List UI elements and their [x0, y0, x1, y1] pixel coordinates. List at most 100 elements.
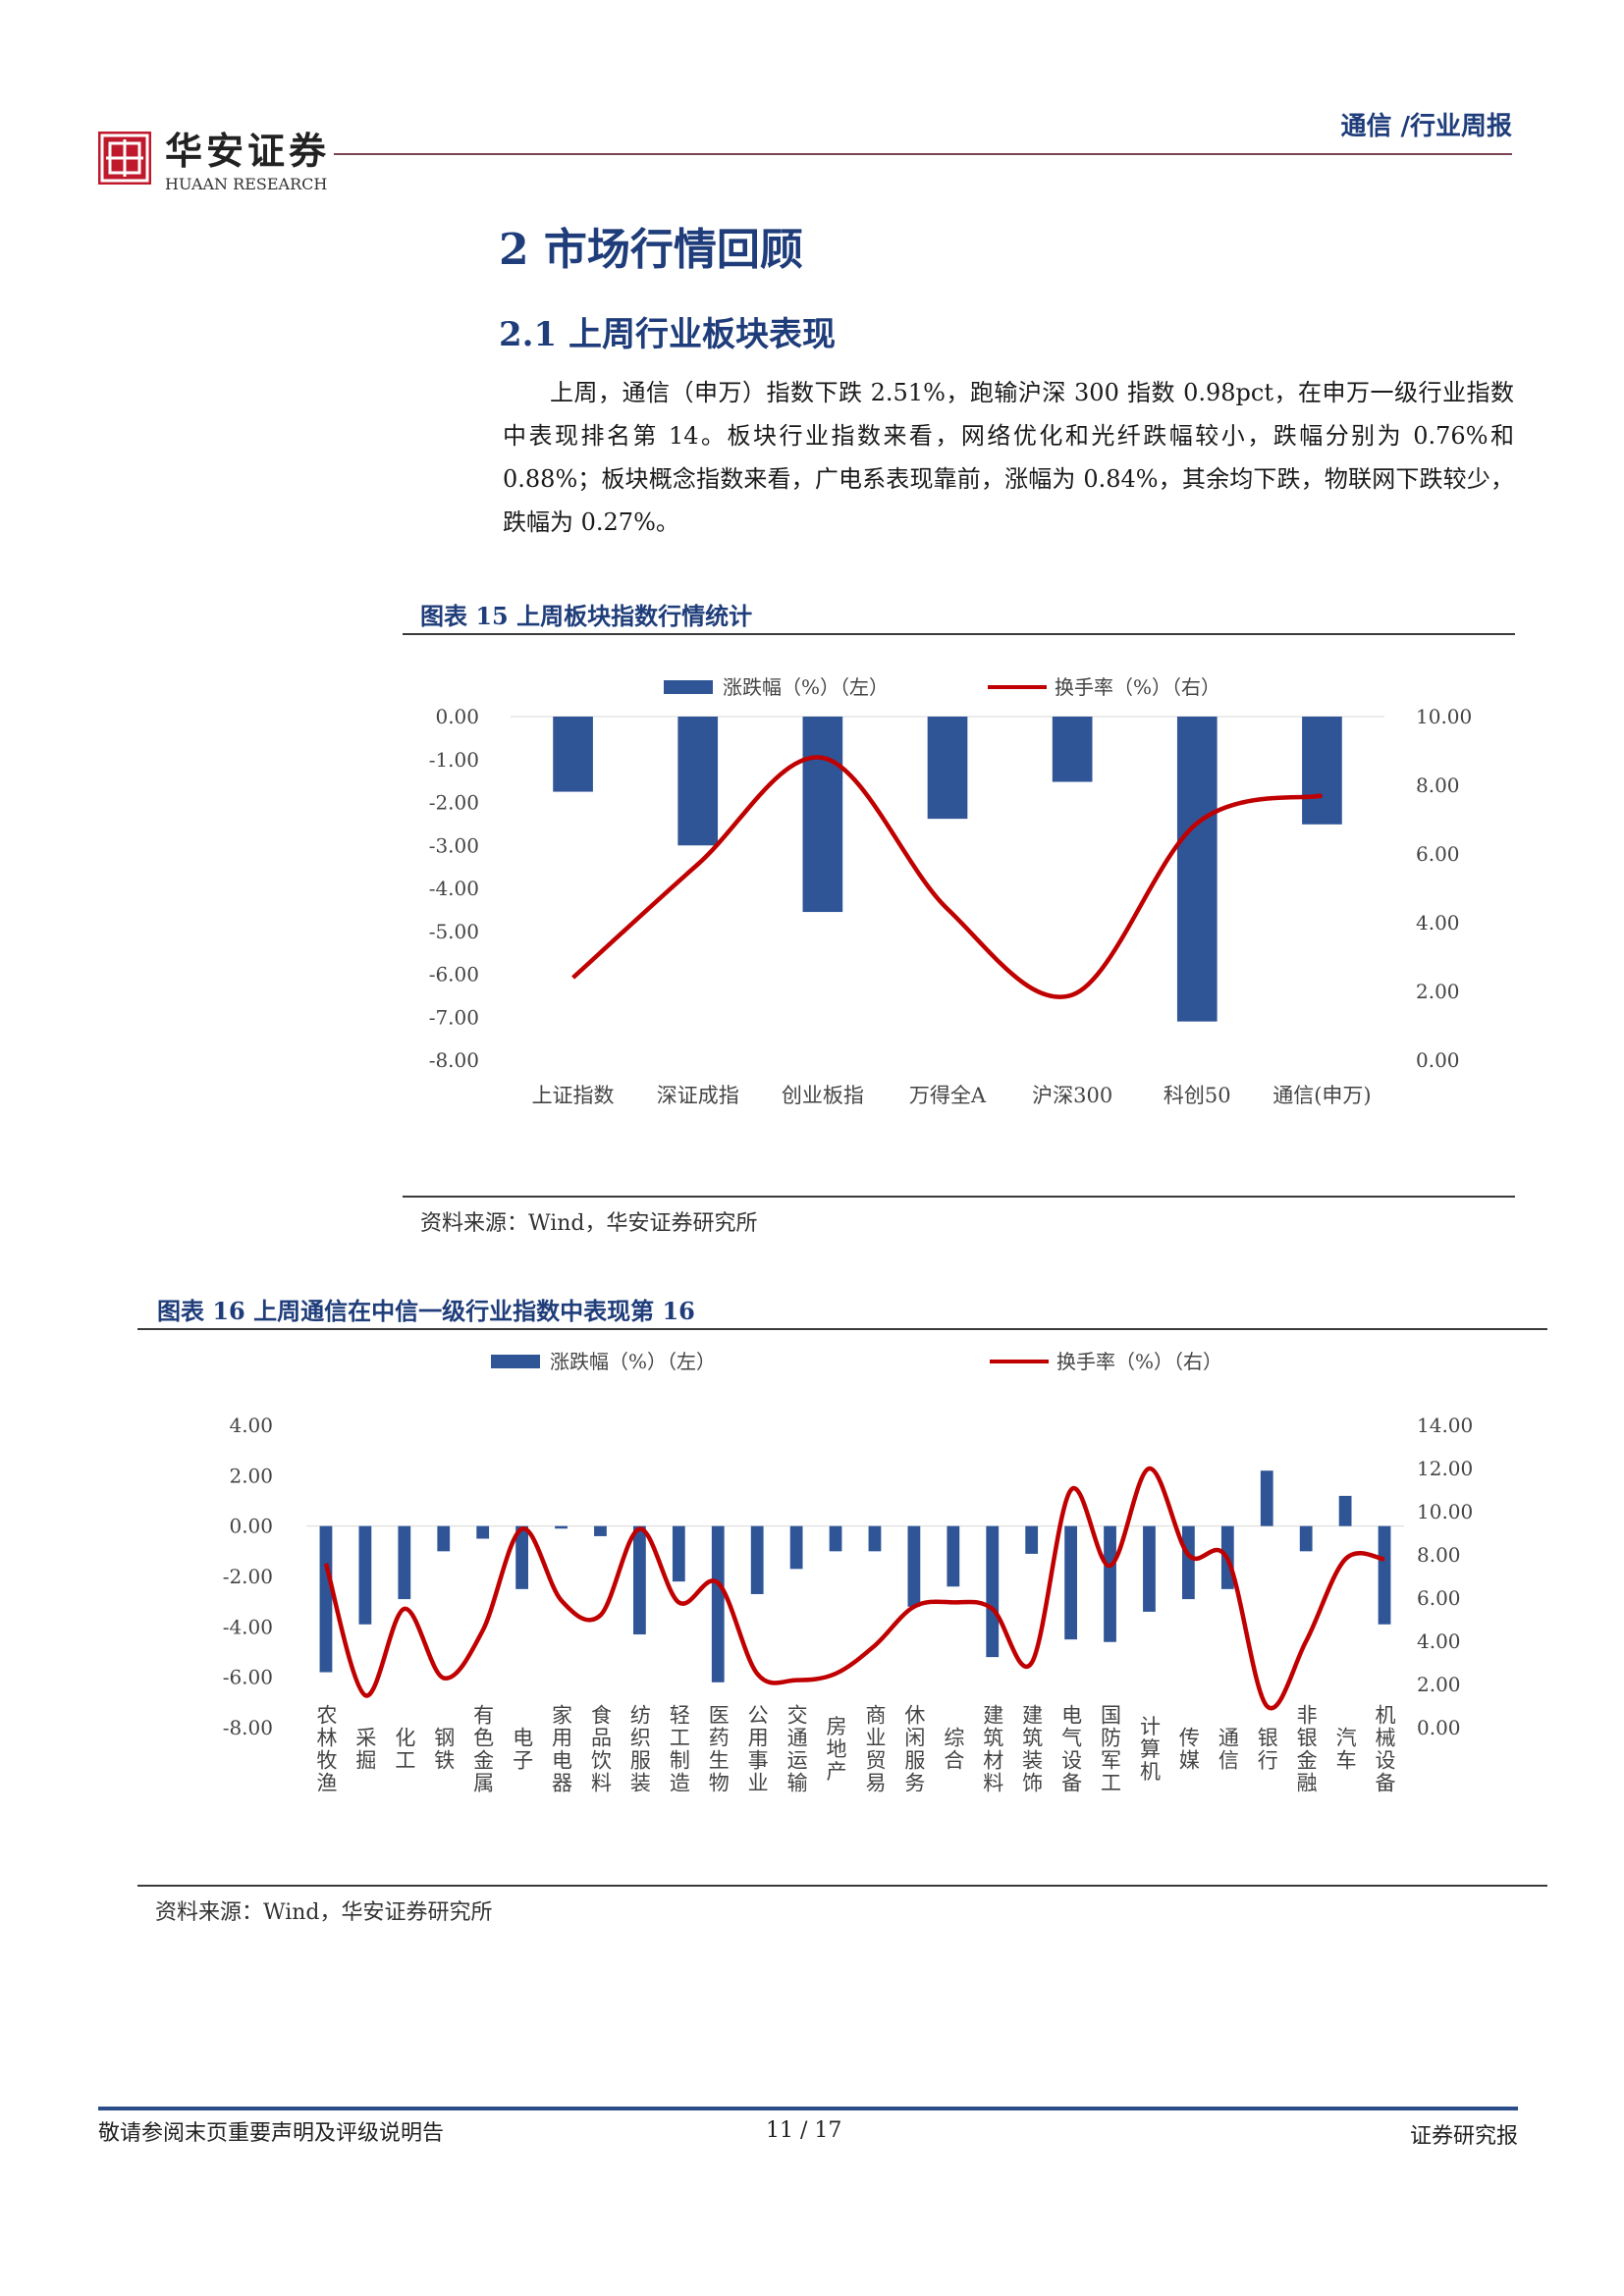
category-label-26: 非银金融: [1294, 1704, 1318, 1794]
category-label-23: 传媒: [1176, 1727, 1200, 1772]
category-label-5: 沪深300: [1032, 1084, 1112, 1107]
left-axis-tick-label: -4.00: [223, 1615, 273, 1638]
category-label-24: 通信: [1216, 1727, 1239, 1772]
category-label-28: 机械设备: [1373, 1704, 1396, 1794]
subsection-title: 2.1 上周行业板块表现: [499, 315, 836, 354]
category-label-22: 计算机: [1137, 1716, 1161, 1784]
chart-sector-index-performance: 涨跌幅（%）（左） 换手率（%）（右） 0.00 -1.00 -2.00 -3.00 -4.…: [429, 675, 1473, 1107]
left-axis-tick-label: -8.00: [223, 1716, 273, 1739]
bar-1: [319, 1525, 333, 1673]
bar-14: [829, 1525, 842, 1552]
bar-15: [868, 1525, 882, 1552]
page-number: 11 / 17: [766, 2118, 842, 2143]
bar-5: [1052, 717, 1093, 782]
category-label-13: 交通运输: [785, 1704, 808, 1794]
bar-28: [1378, 1525, 1391, 1625]
turnover-line: [571, 755, 1323, 999]
left-axis-tick-label: 4.00: [229, 1414, 273, 1437]
figure-15-top-rule: [403, 633, 1515, 635]
left-axis-tick-label: -3.00: [429, 833, 479, 857]
bar-8: [594, 1525, 607, 1536]
right-axis-tick-label: 10.00: [1417, 1500, 1473, 1523]
figure-16-title: 图表 16 上周通信在中信一级行业指数中表现第 16: [157, 1297, 695, 1325]
category-label-4: 万得全A: [909, 1084, 987, 1107]
left-axis-tick-label: 0.00: [435, 705, 479, 728]
footer-disclaimer: 敬请参阅末页重要声明及评级说明告: [98, 2121, 445, 2146]
bar-22: [1143, 1525, 1156, 1612]
left-axis-tick-label: -6.00: [223, 1666, 273, 1689]
bar-7: [555, 1525, 568, 1529]
left-axis-tick-label: -8.00: [429, 1048, 479, 1072]
bar-2: [677, 717, 719, 846]
right-axis-tick-label: 2.00: [1416, 980, 1460, 1003]
left-axis-tick-label: -4.00: [429, 877, 479, 900]
logo-text: 华安证券: [165, 129, 331, 173]
category-label-7: 家用电器: [550, 1704, 573, 1794]
category-label-1: 上证指数: [532, 1084, 615, 1107]
bar-4: [437, 1525, 451, 1552]
right-axis-tick-label: 8.00: [1417, 1543, 1461, 1567]
bar-11: [711, 1525, 725, 1682]
left-axis-tick-label: -2.00: [429, 791, 479, 815]
category-label-20: 电气设备: [1059, 1704, 1083, 1794]
category-label-7: 通信(申万): [1272, 1084, 1371, 1107]
figure-15-title: 图表 15 上周板块指数行情统计: [420, 602, 753, 630]
left-axis-tick-label: 2.00: [229, 1464, 273, 1487]
category-label-19: 建筑装饰: [1020, 1704, 1044, 1794]
bar-23: [1182, 1525, 1195, 1600]
left-axis-tick-label: -1.00: [429, 748, 479, 772]
footer-report-type: 证券研究报: [1409, 2124, 1518, 2149]
category-label-21: 国防军工: [1099, 1704, 1122, 1794]
bar-20: [1064, 1525, 1077, 1640]
left-axis-tick-label: 0.00: [229, 1515, 273, 1538]
category-label-17: 综合: [942, 1727, 965, 1772]
category-label-2: 采掘: [353, 1727, 377, 1772]
figure-16-bottom-rule: [137, 1885, 1547, 1887]
category-label-16: 休闲服务: [902, 1704, 926, 1794]
legend-line-label: 换手率（%）（右）: [1056, 1350, 1222, 1373]
right-axis-tick-label: 2.00: [1417, 1673, 1461, 1696]
body-paragraph: 上周，通信（申万）指数下跌 2.51%，跑输沪深 300 指数 0.98pct，…: [503, 379, 1514, 536]
category-label-25: 银行: [1255, 1727, 1278, 1772]
header-divider: [334, 153, 1512, 155]
right-axis-tick-label: 8.00: [1416, 774, 1460, 797]
figure-16-top-rule: [137, 1328, 1547, 1330]
bar-10: [672, 1525, 685, 1582]
section-title: 2 市场行情回顾: [499, 225, 803, 275]
bar-12: [750, 1525, 764, 1594]
report-category: 通信 /行业周报: [1340, 112, 1512, 141]
bar-5: [476, 1525, 490, 1539]
bar-25: [1260, 1470, 1273, 1526]
left-axis-tick-label: -2.00: [223, 1565, 273, 1588]
logo-seal-icon: [98, 132, 151, 185]
category-label-14: 房地产: [824, 1716, 847, 1784]
legend-bar-swatch: [664, 680, 713, 694]
left-axis-tick-label: -6.00: [429, 963, 479, 987]
right-axis-tick-label: 0.00: [1417, 1716, 1461, 1739]
right-axis-tick-label: 6.00: [1416, 842, 1460, 866]
right-axis-tick-label: 12.00: [1417, 1457, 1473, 1480]
right-axis-tick-label: 14.00: [1417, 1414, 1473, 1437]
category-label-10: 轻工制造: [667, 1704, 690, 1794]
right-axis-tick-label: 10.00: [1416, 705, 1472, 728]
bar-27: [1338, 1495, 1352, 1526]
bar-1: [553, 717, 593, 792]
category-label-8: 食品饮料: [588, 1704, 612, 1794]
figure-15-source: 资料来源：Wind，华安证券研究所: [420, 1211, 758, 1236]
turnover-line: [323, 1466, 1385, 1711]
legend-bar-label: 涨跌幅（%）（左）: [550, 1350, 716, 1373]
category-label-3: 化工: [393, 1727, 416, 1772]
category-label-9: 纺织服装: [627, 1704, 651, 1794]
bar-4: [927, 717, 968, 820]
category-label-11: 医药生物: [706, 1704, 730, 1794]
right-axis-tick-label: 0.00: [1416, 1048, 1460, 1072]
category-label-12: 公用事业: [745, 1704, 769, 1794]
legend-bar-swatch: [491, 1355, 540, 1368]
bar-7: [1302, 717, 1342, 825]
bar-6: [1176, 717, 1218, 1022]
category-label-4: 钢铁: [432, 1727, 456, 1772]
category-label-3: 创业板指: [782, 1084, 864, 1107]
bar-2: [358, 1525, 372, 1625]
category-label-2: 深证成指: [657, 1084, 739, 1107]
category-label-5: 有色金属: [471, 1704, 495, 1794]
